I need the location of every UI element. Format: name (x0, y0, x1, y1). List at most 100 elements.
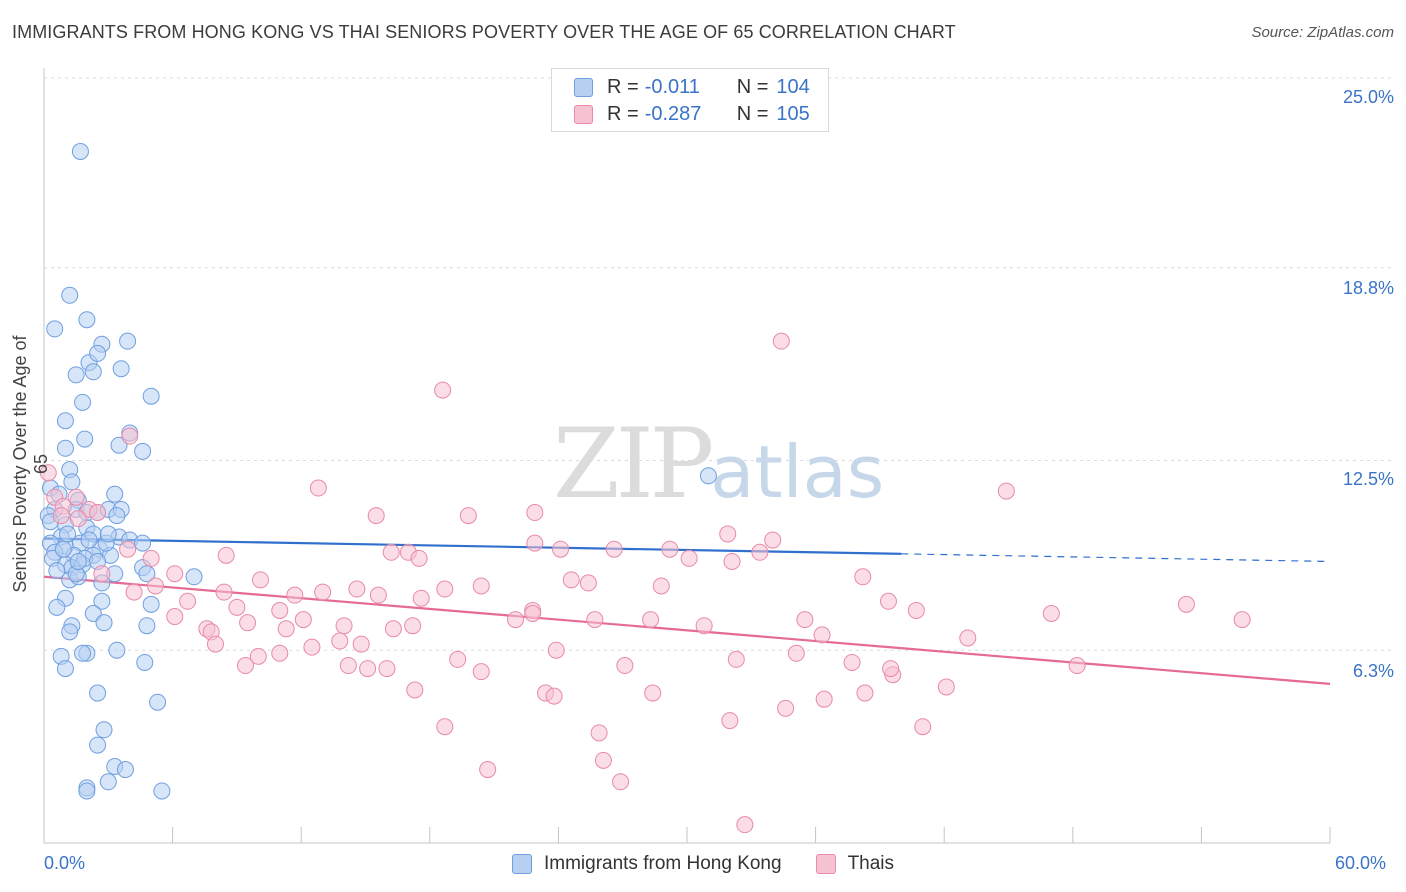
thais-point (605, 540, 623, 558)
thais-point (751, 543, 769, 561)
thais-point (882, 660, 900, 678)
thais-point (166, 608, 184, 626)
hong-kong-point (74, 393, 92, 411)
r-label: R = (607, 75, 639, 98)
thais-point (459, 507, 477, 525)
thais-point (294, 611, 312, 629)
thais-point (348, 580, 366, 598)
thais-point (772, 332, 790, 350)
hong-kong-point (56, 412, 74, 430)
thais-point (331, 632, 349, 650)
thais-point (661, 540, 679, 558)
thais-point (997, 482, 1015, 500)
chart-title: IMMIGRANTS FROM HONG KONG VS THAI SENIOR… (12, 22, 956, 42)
thais-point (121, 427, 139, 445)
thais-trend-line (43, 575, 1331, 685)
thais-point (879, 592, 897, 610)
thais-point (1042, 605, 1060, 622)
legend-swatch-pink (574, 104, 593, 124)
watermark-zip: ZIP (553, 408, 714, 520)
thais-point (434, 381, 452, 399)
thais-point (228, 598, 246, 616)
thais-point (813, 626, 831, 644)
thais-point (524, 605, 542, 622)
hong-kong-point (71, 142, 89, 160)
thais-point (1068, 657, 1086, 675)
hong-kong-point (63, 473, 81, 491)
thais-point (1177, 595, 1195, 613)
hong-kong-point (89, 684, 107, 702)
hong-kong-point (699, 467, 717, 485)
hong-kong-point (48, 562, 66, 580)
y-axis-title: Seniors Poverty Over the Age of 65 (10, 335, 51, 593)
thais-point (719, 525, 737, 543)
hong-kong-point (48, 598, 66, 616)
thais-point (249, 647, 267, 665)
thais-point (89, 504, 107, 522)
hong-kong-point (134, 534, 152, 552)
y-tick-label: 18.8% (1342, 278, 1394, 298)
thais-point (67, 488, 85, 506)
thais-point (314, 583, 332, 601)
hong-kong-point (56, 660, 74, 678)
legend-item-hong-kong[interactable]: Immigrants from Hong Kong (511, 853, 782, 875)
thais-point (271, 644, 289, 662)
thais-point (777, 699, 795, 717)
thais-point (125, 583, 143, 601)
thais-point (616, 657, 634, 675)
hong-kong-point (78, 782, 96, 800)
thais-point (412, 589, 430, 607)
thais-point (507, 611, 525, 629)
thais-point (166, 565, 184, 583)
hong-kong-point (59, 525, 77, 543)
hong-kong-point (89, 736, 107, 754)
thais-point (644, 684, 662, 702)
x-tick-label: 60.0% (1335, 853, 1387, 873)
r-value: -0.011 (644, 75, 700, 98)
thais-point (796, 611, 814, 629)
thais-point (436, 580, 454, 598)
thais-point (526, 534, 544, 552)
hong-kong-point (185, 568, 203, 586)
legend-item-thais[interactable]: Thais (815, 853, 895, 875)
thais-point (359, 660, 377, 678)
series-legend: Immigrants from Hong Kong Thais (0, 851, 1406, 877)
thais-point (479, 761, 497, 779)
thais-point (907, 601, 925, 619)
hong-kong-point (153, 782, 171, 800)
thais-point (547, 641, 565, 659)
y-tick-label: 12.5% (1342, 469, 1394, 489)
thais-point (369, 586, 387, 604)
thais-point (142, 549, 160, 567)
hong-kong-point (95, 721, 113, 739)
thais-point (339, 657, 357, 675)
legend-label: Thais (847, 853, 895, 874)
hong-kong-point (142, 387, 160, 405)
thais-point (594, 751, 612, 769)
thais-point (146, 577, 164, 595)
thais-point (579, 574, 597, 592)
hong-kong-trend-extension (901, 553, 1331, 563)
thais-point (303, 638, 321, 656)
hong-kong-point (112, 360, 130, 378)
thais-point (787, 644, 805, 662)
hong-kong-point (95, 614, 113, 632)
hong-kong-point (78, 311, 96, 329)
thais-point (856, 684, 874, 702)
thais-point (854, 568, 872, 586)
hong-kong-point (142, 595, 160, 613)
thais-point (695, 617, 713, 635)
hong-kong-point (74, 644, 92, 662)
thais-point (382, 543, 400, 561)
thais-point (179, 592, 197, 610)
thais-point (526, 504, 544, 522)
thais-point (721, 712, 739, 730)
source-label: Source: ZipAtlas.com (1251, 24, 1394, 41)
thais-point (552, 540, 570, 558)
r-value: -0.287 (644, 102, 702, 125)
hong-kong-point (67, 366, 85, 384)
hong-kong-point (46, 320, 64, 338)
thais-point (590, 724, 608, 742)
thais-point (736, 816, 754, 834)
